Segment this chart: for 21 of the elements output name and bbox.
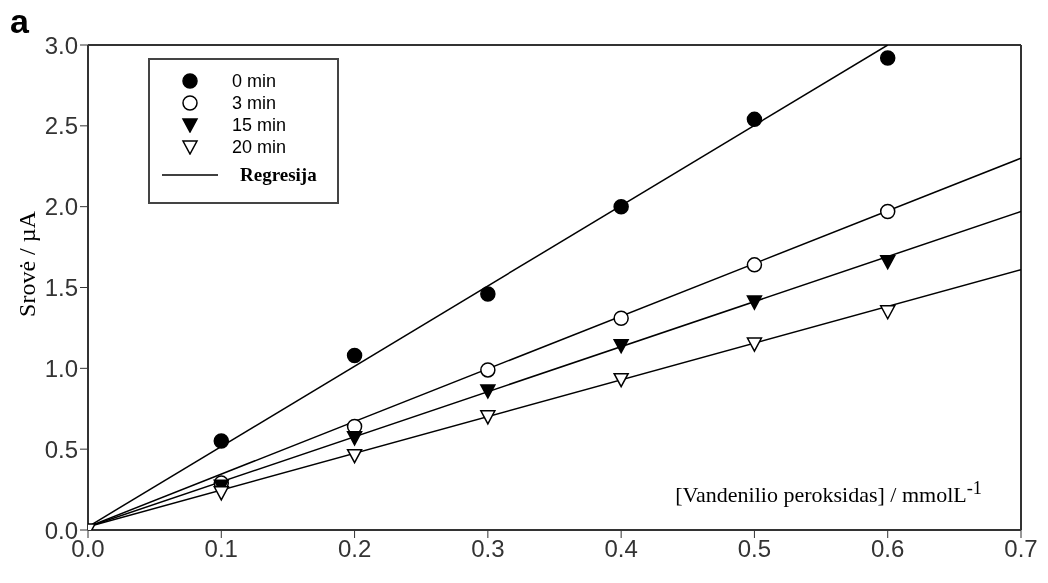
y-tick-label: 2.5 (44, 112, 78, 140)
legend-label: 20 min (232, 136, 287, 158)
x-tick-label: 0.2 (337, 535, 372, 563)
x-tick-label: 0.4 (604, 535, 638, 563)
y-tick-label: 3.0 (44, 31, 78, 59)
x-tick-label: 0.5 (737, 535, 772, 563)
y-tick-label: 0.5 (44, 435, 78, 463)
x-tick-label: 0.6 (871, 535, 905, 563)
legend-label: 3 min (232, 92, 277, 114)
legend-label: Regresija (240, 164, 317, 186)
x-axis-title: [Vandenilio peroksidas] / mmolL$^{-1}$ (675, 477, 982, 508)
x-tick-label: 0.3 (471, 535, 505, 563)
legend-label: 0 min (232, 70, 277, 92)
y-axis-title: Srovė / µA (14, 211, 41, 317)
y-tick-label: 2.0 (44, 193, 78, 221)
y-tick-label: 1.5 (44, 274, 78, 302)
x-tick-label: 0.1 (204, 535, 238, 563)
legend-label: 15 min (232, 114, 287, 136)
text: a (10, 2, 29, 41)
y-tick-label: 1.0 (44, 354, 78, 382)
x-tick-label: 0.7 (1004, 535, 1038, 563)
